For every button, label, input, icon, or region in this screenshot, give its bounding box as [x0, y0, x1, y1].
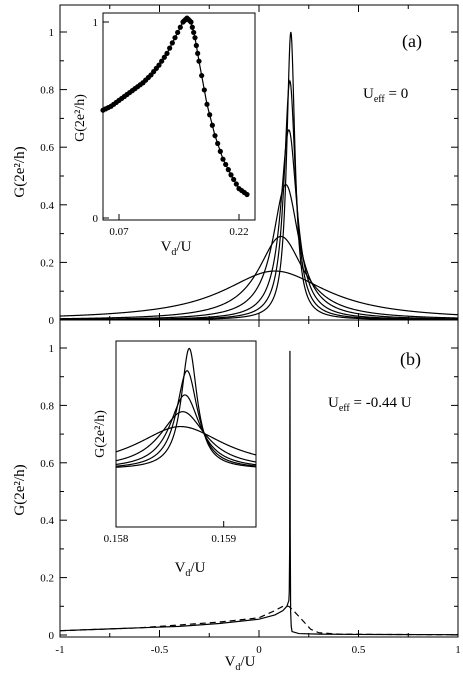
- panel-b-inset-series-2: [115, 370, 257, 467]
- panel-b-y-label: G(2e²/h): [12, 464, 28, 515]
- panel-b-inset-series-4: [115, 411, 257, 463]
- panel-a-inset-x-label: Vd/U: [161, 239, 192, 258]
- panel-a-curves: [59, 31, 459, 321]
- panel-a-inset-point: [195, 50, 201, 56]
- panel-a-inset-point: [231, 176, 237, 183]
- panel-a-ytick-label: 0.8: [40, 85, 54, 97]
- panel-a-inset-point: [215, 140, 221, 147]
- panel-a-inset-ticks: 0 1 0.07 0.22: [93, 17, 249, 238]
- panel-a-inset-ytick-label: 0: [93, 213, 99, 225]
- panel-b-inset-series-5: [115, 425, 257, 456]
- panel-a-tag: (a): [402, 31, 422, 52]
- panel-a-inset-y-label: G(2e²/h): [73, 94, 88, 142]
- panel-a-inset-point: [193, 42, 199, 49]
- panel-a-inset-point: [172, 35, 178, 41]
- panel-a-inset-point: [169, 40, 175, 46]
- x-tick-label: 0: [256, 644, 262, 656]
- x-axis-label: Vd/U: [225, 654, 256, 673]
- panel-a-inset-point: [177, 24, 183, 30]
- panel-a-inset-point: [217, 148, 223, 154]
- panel-a-inset-point: [204, 101, 210, 107]
- panel-b-inset-series-3: [115, 394, 257, 466]
- panel-a-ytick-label: 0: [49, 315, 55, 327]
- panel-b-ytick-label: 0.6: [40, 458, 54, 470]
- panel-a-inset-point: [201, 87, 207, 93]
- panel-b-annotation: Ueff = -0.44 U: [328, 395, 412, 414]
- panel-a-inset-point: [199, 72, 205, 79]
- panel-b-inset-series-1: [115, 347, 257, 468]
- panel-b-inset-xtick-label: 0.159: [211, 533, 236, 545]
- x-tick-label: 1: [455, 644, 461, 656]
- panel-a-ytick-label: 1: [49, 27, 55, 39]
- panel-a-annotation: Ueff = 0: [363, 86, 408, 105]
- panel-a-inset-point: [167, 45, 173, 51]
- panel-a-inset-point: [156, 62, 162, 68]
- panel-b-inset-x-label: Vd/U: [175, 560, 206, 579]
- panel-b-ticks: 0 0.2 0.4 0.6 0.8 1 -1 -0.5 0 0.5 1: [40, 320, 461, 656]
- panel-a-series-6: [59, 270, 459, 317]
- panel-a-inset-point: [223, 161, 229, 168]
- panel-b-ytick-label: 0.2: [40, 573, 54, 585]
- panel-b-series-solid: [59, 350, 459, 636]
- panel-a-inset-xtick-label: 0.22: [229, 226, 248, 238]
- panel-a-inset-ytick-label: 1: [93, 17, 99, 29]
- panel-a-inset-point: [212, 133, 218, 139]
- panel-b-inset-y-label: G(2e²/h): [93, 410, 108, 458]
- panel-a-inset-point: [189, 24, 195, 30]
- panel-a-inset-point: [191, 29, 197, 36]
- panel-b-ytick-label: 0: [49, 630, 55, 642]
- panel-a-inset-point: [209, 122, 215, 128]
- panel-a-series-3: [60, 129, 458, 321]
- panel-a-y-label: G(2e²/h): [12, 146, 28, 197]
- panel-b-inset-curves: [115, 347, 257, 468]
- x-tick-label: 0.5: [352, 644, 366, 656]
- panel-a-inset-point: [228, 172, 234, 178]
- panel-a-inset-curve: [100, 15, 250, 198]
- panel-a-series-4: [60, 184, 458, 320]
- panel-b-ytick-label: 0.4: [40, 515, 54, 527]
- panel-a-inset-point: [220, 156, 226, 162]
- panel-b-ytick-label: 0.8: [40, 400, 54, 412]
- panel-b-ytick-label: 1: [49, 343, 55, 355]
- panel-a-ytick-label: 0.2: [40, 257, 54, 269]
- panel-b-inset-frame: [115, 340, 257, 528]
- panel-a-inset-point: [192, 35, 198, 41]
- panel-a-ytick-label: 0.4: [40, 200, 54, 212]
- panel-b-tag: (b): [400, 349, 421, 370]
- panel-a-inset-xtick-label: 0.07: [109, 226, 129, 238]
- panel-a-series-5: [60, 235, 459, 320]
- panel-a-inset: 0 1 0.07 0.22 G(2e²/h) Vd/U: [73, 12, 256, 258]
- panel-a-inset-point: [196, 58, 202, 64]
- panel-b-inset: 0.158 0.159 G(2e²/h) Vd/U: [93, 340, 257, 579]
- panel-a-inset-point: [188, 19, 194, 25]
- panel-a-inset-point: [164, 50, 170, 56]
- panel-a-inset-point: [244, 191, 250, 198]
- panel-a-inset-point: [175, 29, 181, 36]
- panel-a-inset-point: [159, 58, 165, 64]
- panel-a-inset-point: [161, 54, 167, 60]
- x-tick-label: -1: [55, 644, 64, 656]
- panel-b-inset-xtick-label: 0.158: [104, 533, 129, 545]
- x-tick-label: -0.5: [151, 644, 169, 656]
- panel-a-inset-frame: [102, 12, 256, 221]
- panel-b-curves: [59, 350, 459, 636]
- panel-a-ytick-label: 0.6: [40, 142, 54, 154]
- panel-a-inset-point: [233, 181, 239, 187]
- panel-a-inset-point: [225, 167, 231, 173]
- panel-a-inset-point: [207, 112, 213, 118]
- panel-b-inset-ticks: 0.158 0.159: [104, 521, 237, 545]
